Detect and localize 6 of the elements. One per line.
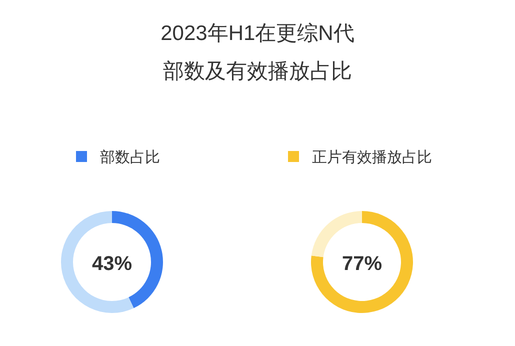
text: 部数及有效播放占比 bbox=[163, 60, 352, 83]
legend-label: 正片有效播放占比 bbox=[312, 149, 432, 166]
text: 2023年H1在更综N代 bbox=[160, 22, 354, 45]
legend-label: 部数占比 bbox=[100, 149, 160, 166]
text: 43% bbox=[92, 253, 132, 275]
text: 77% bbox=[342, 253, 382, 275]
